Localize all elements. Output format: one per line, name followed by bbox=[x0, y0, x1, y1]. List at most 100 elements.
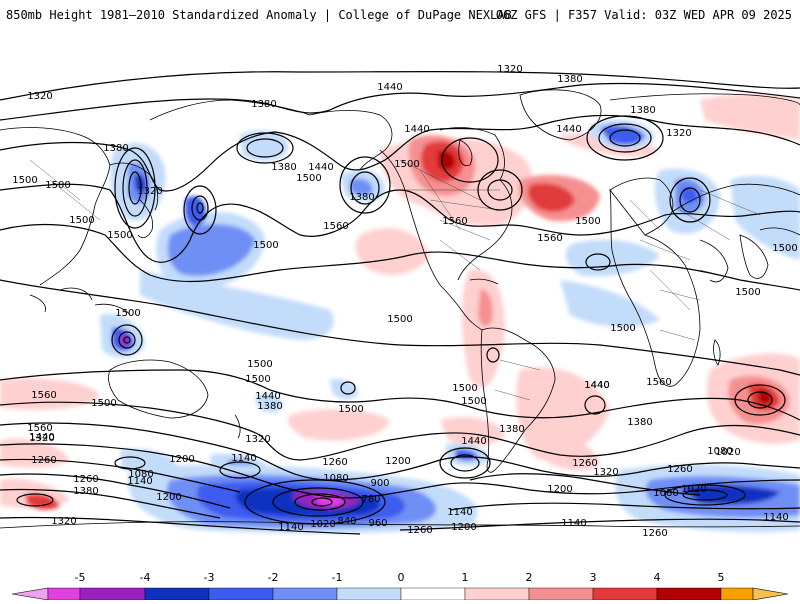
contour-label: 1320 bbox=[245, 434, 270, 445]
contour-label: 1320 bbox=[27, 91, 52, 102]
contour-label: 1500 bbox=[461, 396, 486, 407]
contour-label: 1260 bbox=[73, 474, 98, 485]
colorbar-tick-label: 5 bbox=[718, 571, 725, 584]
colorbar-tick-label: -3 bbox=[204, 571, 215, 584]
map-title: 850mb Height 1981–2010 Standardized Anom… bbox=[6, 8, 512, 22]
colorbar-svg: -5 -4 -3 -2 -1 0 1 2 3 4 5 bbox=[11, 571, 789, 601]
contour-label: 1500 bbox=[452, 383, 477, 394]
height-contours bbox=[0, 71, 800, 535]
contour-label: 1380 bbox=[73, 486, 98, 497]
contour-label: 1380 bbox=[251, 99, 276, 110]
contour-label: 1200 bbox=[156, 492, 181, 503]
contour-label: 1500 bbox=[253, 240, 278, 251]
colorbar-segment-10 bbox=[656, 587, 722, 601]
colorbar-tick-label: 1 bbox=[462, 571, 469, 584]
colorbar-tick-label: 0 bbox=[398, 571, 405, 584]
contour-label: 1380 bbox=[627, 417, 652, 428]
contour-label: 1260 bbox=[642, 528, 667, 539]
colorbar-segment-0 bbox=[47, 587, 81, 601]
contour-label: 1500 bbox=[91, 398, 116, 409]
contour-label: 1500 bbox=[107, 230, 132, 241]
contour-label: 1260 bbox=[31, 455, 56, 466]
positive-anomaly bbox=[528, 183, 575, 212]
contour-label: 1200 bbox=[547, 484, 572, 495]
negative-anomaly bbox=[682, 187, 698, 203]
contour-label: 780 bbox=[361, 494, 380, 505]
contour-label: 1260 bbox=[407, 525, 432, 536]
contour-label: 1320 bbox=[593, 467, 618, 478]
map-canvas: 1320 1320 1380 1380 1440 1380 1440 1380 … bbox=[0, 40, 800, 540]
contour-label: 1500 bbox=[772, 243, 797, 254]
contour-label: 1380 bbox=[499, 424, 524, 435]
contour-label: 1200 bbox=[169, 454, 194, 465]
contour-label: 1140 bbox=[763, 512, 788, 523]
negative-anomaly bbox=[330, 379, 359, 400]
contour-label: 960 bbox=[368, 518, 387, 529]
contour-label: 1320 bbox=[666, 128, 691, 139]
contour-label: 1500 bbox=[245, 374, 270, 385]
anomaly-map: 1320 1320 1380 1380 1440 1380 1440 1380 … bbox=[0, 40, 800, 540]
colorbar: -5 -4 -3 -2 -1 0 1 2 3 4 5 bbox=[0, 560, 800, 601]
contour-label: 1320 bbox=[497, 64, 522, 75]
contour-label: 1500 bbox=[735, 287, 760, 298]
contour-label: 1020 bbox=[310, 519, 335, 530]
negative-anomaly bbox=[350, 178, 373, 196]
colorbar-segment-6 bbox=[400, 587, 466, 601]
contour-label: 1560 bbox=[442, 216, 467, 227]
contour-label: 1320 bbox=[29, 433, 54, 444]
contour-label: 1380 bbox=[349, 192, 374, 203]
contour-label: 1140 bbox=[561, 518, 586, 529]
contour-label: 1500 bbox=[69, 215, 94, 226]
contour-label: 1440 bbox=[29, 432, 54, 443]
contour-label: 1500 bbox=[610, 323, 635, 334]
contour-label: 1080 bbox=[323, 473, 348, 484]
contour-label: 1080 bbox=[653, 488, 678, 499]
contour-label: 1500 bbox=[247, 359, 272, 370]
positive-anomaly bbox=[355, 227, 430, 275]
negative-anomaly bbox=[140, 270, 334, 340]
colorbar-segment-8 bbox=[528, 587, 594, 601]
contour-label: 1080 bbox=[128, 469, 153, 480]
positive-anomaly bbox=[758, 389, 772, 405]
contour-label: 1200 bbox=[451, 522, 476, 533]
contour-label: 1440 bbox=[584, 380, 609, 391]
colorbar-segment-2 bbox=[144, 587, 210, 601]
positive-anomaly bbox=[478, 289, 493, 327]
contour-label: 1140 bbox=[231, 453, 256, 464]
contour-label: 1380 bbox=[630, 105, 655, 116]
contour-label: 1440 bbox=[255, 391, 280, 402]
contour-label: 1380 bbox=[557, 74, 582, 85]
colorbar-segment-7 bbox=[464, 587, 530, 601]
contour-label: 1440 bbox=[377, 82, 402, 93]
negative-anomaly bbox=[730, 175, 800, 260]
colorbar-arrow-left bbox=[11, 587, 49, 601]
contour-label: 1380 bbox=[271, 162, 296, 173]
contour-label: 1020 bbox=[681, 484, 706, 495]
contour-label: 1440 bbox=[308, 162, 333, 173]
contour-label: 1260 bbox=[572, 458, 597, 469]
colorbar-tick-label: 4 bbox=[654, 571, 661, 584]
negative-anomaly bbox=[240, 130, 289, 161]
contour-label: 1500 bbox=[338, 404, 363, 415]
contour-label: 1440 bbox=[556, 124, 581, 135]
anomaly-shading bbox=[0, 94, 800, 534]
contour-label: 1200 bbox=[385, 456, 410, 467]
contour-label: 1140 bbox=[278, 522, 303, 533]
contour-label: 1560 bbox=[646, 377, 671, 388]
contour-label: 1080 bbox=[707, 446, 732, 457]
contour-label: 1500 bbox=[575, 216, 600, 227]
colorbar-tick-label: -5 bbox=[75, 571, 86, 584]
negative-anomaly bbox=[167, 224, 255, 276]
contour-label: 1560 bbox=[537, 233, 562, 244]
colorbar-tick-label: -2 bbox=[268, 571, 279, 584]
negative-anomaly bbox=[560, 280, 660, 327]
header: 850mb Height 1981–2010 Standardized Anom… bbox=[0, 0, 800, 32]
contour-label: 1500 bbox=[45, 180, 70, 191]
colorbar-tick-label: -1 bbox=[332, 571, 343, 584]
contour-label: 1380 bbox=[257, 401, 282, 412]
contour-label: 1560 bbox=[323, 221, 348, 232]
positive-anomaly bbox=[288, 408, 390, 441]
contour-label: 1500 bbox=[296, 173, 321, 184]
contour-label: 1140 bbox=[447, 507, 472, 518]
run-info: 06Z GFS | F357 Valid: 03Z WED APR 09 202… bbox=[495, 8, 792, 22]
